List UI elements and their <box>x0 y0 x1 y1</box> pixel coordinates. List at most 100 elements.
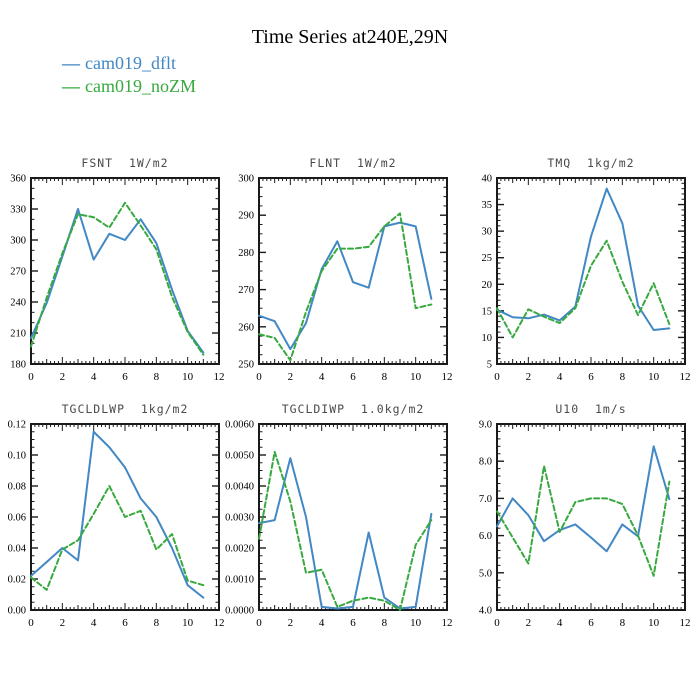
svg-text:0: 0 <box>256 617 262 629</box>
svg-text:20: 20 <box>482 280 493 291</box>
svg-text:250: 250 <box>238 360 254 371</box>
svg-text:0.0010: 0.0010 <box>225 575 254 586</box>
svg-text:7.0: 7.0 <box>479 494 492 505</box>
svg-text:2: 2 <box>60 371 66 383</box>
svg-text:10: 10 <box>648 617 660 629</box>
panel-title-tmq: TMQ 1kg/m2 <box>547 156 635 170</box>
svg-text:0.0000: 0.0000 <box>225 606 254 617</box>
svg-text:6.0: 6.0 <box>479 531 492 542</box>
svg-text:280: 280 <box>238 248 254 259</box>
svg-text:30: 30 <box>482 227 493 238</box>
svg-text:300: 300 <box>238 174 254 185</box>
svg-text:12: 12 <box>214 617 225 629</box>
chart-flnt: 0 2 4 6 8 10 12 250 260 270 280 290 300 <box>238 174 453 384</box>
svg-text:180: 180 <box>10 360 26 371</box>
svg-text:0: 0 <box>256 371 262 383</box>
svg-text:2: 2 <box>60 617 66 629</box>
svg-text:0: 0 <box>494 371 500 383</box>
svg-text:25: 25 <box>482 253 493 264</box>
svg-text:0: 0 <box>28 617 34 629</box>
svg-text:4: 4 <box>91 617 97 629</box>
chart-tgcldiwp: 0 2 4 6 8 10 12 0.0000 0.0010 0.0020 0.0030 0.0040 0… <box>225 420 453 630</box>
svg-text:270: 270 <box>10 267 26 278</box>
svg-text:35: 35 <box>482 200 493 211</box>
panel-title-u10: U10 1m/s <box>555 402 627 416</box>
svg-text:8: 8 <box>620 617 626 629</box>
svg-text:330: 330 <box>10 205 26 216</box>
svg-text:260: 260 <box>238 322 254 333</box>
svg-text:12: 12 <box>680 617 691 629</box>
svg-text:8: 8 <box>382 371 388 383</box>
panel-title-tgcldiwp: TGCLDIWP 1.0kg/m2 <box>281 402 425 416</box>
svg-text:4: 4 <box>557 617 563 629</box>
svg-text:270: 270 <box>238 285 254 296</box>
svg-text:300: 300 <box>10 236 26 247</box>
legend-label: cam019_dflt <box>85 53 176 73</box>
svg-text:0.0050: 0.0050 <box>225 451 254 462</box>
dashed-line-swatch-icon: — <box>62 76 80 96</box>
svg-text:6: 6 <box>350 617 356 629</box>
legend-item-cam019-dflt: — cam019_dflt <box>62 52 196 75</box>
svg-text:6: 6 <box>122 371 128 383</box>
svg-text:10: 10 <box>482 333 493 344</box>
svg-text:10: 10 <box>410 617 422 629</box>
svg-text:4: 4 <box>91 371 97 383</box>
svg-text:2: 2 <box>288 617 294 629</box>
svg-text:5: 5 <box>487 360 492 371</box>
svg-text:210: 210 <box>10 329 26 340</box>
svg-text:4: 4 <box>319 617 325 629</box>
svg-text:12: 12 <box>214 371 225 383</box>
svg-text:0.04: 0.04 <box>8 544 27 555</box>
svg-text:0.0040: 0.0040 <box>225 482 254 493</box>
legend-label: cam019_noZM <box>85 76 196 96</box>
svg-text:2: 2 <box>288 371 294 383</box>
svg-text:0.00: 0.00 <box>8 606 26 617</box>
panel-title-flnt: FLNT 1W/m2 <box>309 156 397 170</box>
svg-text:10: 10 <box>182 371 194 383</box>
panel-title-fsnt: FSNT 1W/m2 <box>81 156 169 170</box>
svg-text:12: 12 <box>442 617 453 629</box>
svg-text:0.08: 0.08 <box>8 482 26 493</box>
svg-text:4: 4 <box>319 371 325 383</box>
svg-text:0.06: 0.06 <box>8 513 26 524</box>
svg-text:8.0: 8.0 <box>479 457 492 468</box>
chart-u10: 0 2 4 6 8 10 12 4.0 5.0 6.0 7.0 8.0 9.0 <box>479 420 691 630</box>
svg-text:0: 0 <box>28 371 34 383</box>
page-title: Time Series at240E,29N <box>251 26 449 48</box>
svg-text:8: 8 <box>154 617 160 629</box>
svg-text:2: 2 <box>526 371 532 383</box>
svg-text:6: 6 <box>588 371 594 383</box>
legend: — cam019_dflt — cam019_noZM <box>62 52 196 98</box>
svg-text:6: 6 <box>122 617 128 629</box>
svg-text:240: 240 <box>10 298 26 309</box>
svg-text:2: 2 <box>526 617 532 629</box>
svg-text:6: 6 <box>588 617 594 629</box>
svg-text:5.0: 5.0 <box>479 568 492 579</box>
svg-text:40: 40 <box>482 174 493 185</box>
svg-text:12: 12 <box>442 371 453 383</box>
svg-text:290: 290 <box>238 211 254 222</box>
svg-text:9.0: 9.0 <box>479 420 492 431</box>
panel-title-tgcldlwp: TGCLDLWP 1kg/m2 <box>61 402 189 416</box>
legend-item-cam019-noZM: — cam019_noZM <box>62 75 196 98</box>
chart-tgcldlwp: 0 2 4 6 8 10 12 0.00 0.02 0.04 0.06 0.08 0.10 0.12 <box>8 420 225 630</box>
svg-text:12: 12 <box>680 371 691 383</box>
svg-text:0.12: 0.12 <box>8 420 26 431</box>
svg-text:0.0020: 0.0020 <box>225 544 254 555</box>
svg-text:6: 6 <box>350 371 356 383</box>
svg-text:8: 8 <box>382 617 388 629</box>
chart-fsnt: 0 2 4 6 8 10 12 180 210 240 270 300 330 360 <box>10 174 225 384</box>
svg-text:0.10: 0.10 <box>8 451 26 462</box>
svg-text:0: 0 <box>494 617 500 629</box>
svg-text:10: 10 <box>648 371 660 383</box>
svg-text:0.02: 0.02 <box>8 575 26 586</box>
solid-line-swatch-icon: — <box>62 53 80 73</box>
svg-text:0.0060: 0.0060 <box>225 420 254 431</box>
svg-text:10: 10 <box>182 617 194 629</box>
svg-text:360: 360 <box>10 174 26 185</box>
svg-text:0.0030: 0.0030 <box>225 513 254 524</box>
svg-text:15: 15 <box>482 306 493 317</box>
svg-text:8: 8 <box>620 371 626 383</box>
svg-text:8: 8 <box>154 371 160 383</box>
